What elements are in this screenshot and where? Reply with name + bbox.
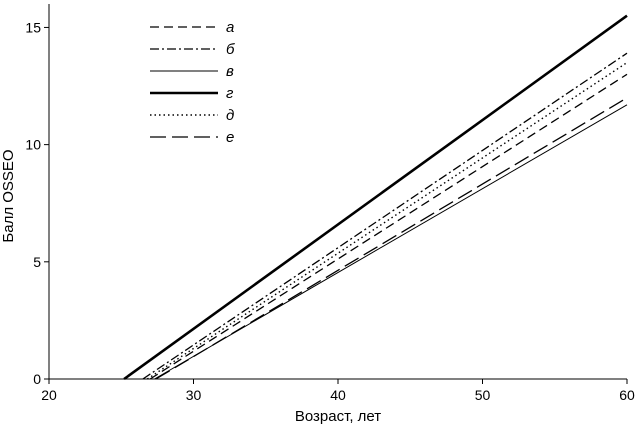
- x-tick-label: 60: [619, 387, 635, 403]
- y-tick-label: 0: [33, 371, 41, 387]
- tick-labels: 20 30 40 50 60 0 5 10 15: [25, 19, 635, 403]
- legend-label-2: б: [226, 41, 235, 58]
- series-line-4: [123, 14, 628, 381]
- x-tick-label: 40: [330, 387, 346, 403]
- y-axis-label: Балл OSSEO: [0, 149, 17, 242]
- series-line-1: [149, 73, 628, 380]
- legend-label-6: е: [226, 129, 234, 146]
- axes: [44, 4, 628, 384]
- legend-label-3: в: [226, 63, 234, 80]
- x-axis-label: Возраст, лет: [295, 408, 381, 425]
- plot-lines: [123, 14, 628, 381]
- y-tick-label: 5: [33, 254, 41, 270]
- x-tick-label: 20: [41, 387, 57, 403]
- legend-label-4: г: [226, 85, 234, 102]
- series-line-6: [155, 97, 628, 380]
- x-tick-label: 50: [475, 387, 491, 403]
- legend-label-1: а: [226, 19, 234, 36]
- y-tick-label: 15: [25, 19, 41, 35]
- x-tick-label: 30: [186, 387, 202, 403]
- legend-label-5: д: [226, 107, 234, 124]
- series-line-2: [142, 52, 628, 380]
- y-tick-label: 10: [25, 137, 41, 153]
- series-line-5: [146, 62, 628, 380]
